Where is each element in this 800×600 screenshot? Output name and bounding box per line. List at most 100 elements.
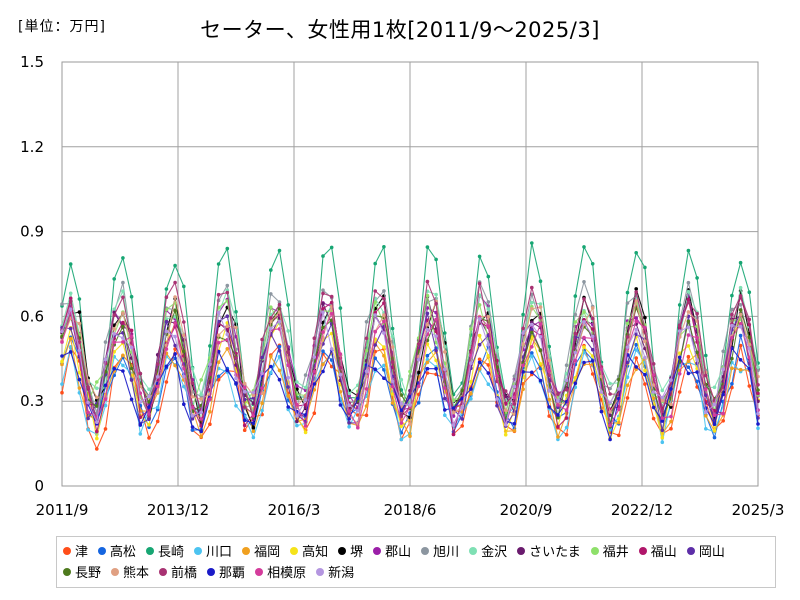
data-point (356, 425, 360, 430)
data-point (530, 330, 534, 335)
data-point (399, 377, 404, 382)
data-point (147, 436, 151, 440)
data-point (338, 372, 343, 377)
data-point (686, 248, 691, 253)
data-point (512, 428, 517, 433)
data-point (660, 419, 665, 423)
data-point (443, 331, 447, 335)
data-point (651, 373, 656, 377)
data-point (277, 248, 282, 253)
legend-label: 福山 (650, 545, 677, 560)
data-point (738, 312, 743, 317)
data-point (521, 326, 525, 331)
data-point (121, 336, 125, 340)
data-point (547, 358, 551, 363)
data-point (260, 355, 264, 360)
data-point (556, 435, 560, 439)
data-point (416, 401, 421, 405)
data-point (321, 288, 325, 293)
legend-marker-icon (421, 546, 430, 555)
data-point (651, 416, 656, 421)
data-point (373, 261, 378, 266)
data-point (634, 319, 638, 324)
data-point (434, 366, 438, 371)
data-point (443, 396, 447, 401)
data-point (277, 349, 282, 353)
data-point (390, 401, 395, 405)
data-point (625, 396, 630, 400)
data-point (277, 302, 282, 307)
data-point (651, 362, 656, 366)
data-point (712, 422, 717, 427)
data-point (660, 435, 665, 440)
data-point (590, 306, 595, 310)
data-point (704, 414, 708, 418)
legend-marker-icon (290, 546, 299, 555)
data-point (590, 347, 595, 352)
data-point (590, 316, 595, 321)
data-point (538, 305, 543, 309)
data-point (286, 363, 291, 368)
data-point (425, 353, 430, 358)
data-point (538, 279, 543, 284)
data-point (756, 388, 760, 392)
data-point (556, 415, 560, 420)
data-point (443, 408, 447, 412)
data-point (564, 388, 569, 392)
data-point (286, 329, 291, 333)
data-point (416, 370, 421, 375)
data-point (112, 307, 116, 312)
data-point (721, 419, 725, 423)
legend-marker-icon (63, 546, 71, 555)
data-point (68, 291, 73, 296)
data-point (695, 370, 699, 374)
data-point (677, 329, 682, 333)
data-point (730, 335, 734, 340)
data-point (408, 403, 412, 407)
data-point (164, 320, 169, 324)
data-point (347, 421, 351, 425)
data-point (121, 295, 125, 300)
data-point (86, 385, 90, 389)
data-point (712, 413, 717, 418)
data-point (286, 385, 291, 389)
data-point (573, 381, 578, 386)
data-point (634, 287, 638, 291)
data-point (303, 385, 308, 390)
data-point (382, 296, 386, 301)
data-point (164, 380, 169, 384)
data-point (469, 396, 473, 401)
data-point (121, 311, 125, 316)
data-point (425, 322, 430, 327)
data-point (530, 327, 534, 332)
data-point (68, 326, 73, 331)
data-point (582, 280, 586, 284)
data-point (129, 328, 134, 333)
data-point (164, 307, 169, 312)
data-point (556, 425, 560, 429)
data-point (486, 307, 491, 311)
x-tick-label: 2016/3 (268, 501, 321, 519)
data-point (617, 433, 621, 438)
data-point (77, 377, 82, 382)
unit-label: [単位：万円] (18, 19, 106, 35)
data-point (643, 368, 647, 373)
data-point (329, 311, 334, 316)
data-point (608, 381, 612, 386)
data-point (590, 262, 595, 266)
data-point (451, 432, 456, 437)
legend-marker-icon (590, 546, 599, 555)
data-point (582, 245, 586, 249)
data-point (495, 348, 499, 353)
legend-marker-icon (338, 546, 347, 555)
data-point (451, 410, 456, 415)
data-point (155, 384, 160, 389)
data-point (634, 299, 638, 303)
data-point (208, 409, 212, 414)
data-point (147, 425, 151, 430)
data-point (68, 350, 73, 354)
data-point (477, 254, 482, 259)
data-point (738, 367, 743, 372)
legend-marker-icon (242, 546, 251, 555)
data-point (477, 357, 482, 362)
